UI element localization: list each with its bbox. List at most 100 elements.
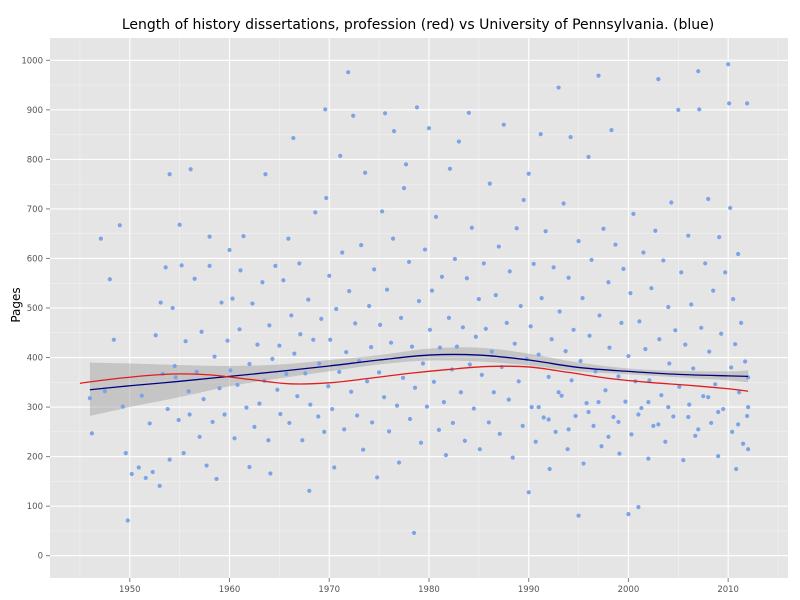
- data-point: [238, 268, 243, 273]
- data-point: [467, 362, 472, 367]
- data-point: [593, 369, 598, 374]
- data-point: [667, 361, 672, 366]
- data-point: [322, 429, 327, 434]
- data-point: [214, 476, 219, 482]
- data-point: [300, 438, 305, 443]
- data-point: [745, 413, 750, 419]
- data-point: [746, 447, 751, 452]
- data-point: [277, 343, 282, 348]
- data-point: [687, 402, 692, 407]
- data-point: [479, 372, 484, 377]
- data-point: [454, 344, 459, 349]
- data-point: [244, 405, 249, 410]
- data-point: [613, 242, 618, 247]
- major-grid: [50, 38, 788, 578]
- data-point: [287, 420, 292, 426]
- confidence-band: [89, 347, 749, 416]
- data-point: [569, 378, 574, 383]
- data-point: [689, 302, 694, 307]
- data-point: [533, 439, 538, 444]
- x-tick-label: 1990: [518, 585, 540, 595]
- data-point: [204, 463, 209, 468]
- data-point: [267, 323, 272, 328]
- data-point: [580, 295, 585, 301]
- data-point: [499, 364, 504, 370]
- data-point: [194, 369, 199, 375]
- data-point: [369, 345, 374, 350]
- data-point: [217, 386, 222, 391]
- data-point: [477, 447, 482, 452]
- data-point: [736, 422, 741, 427]
- data-point: [576, 239, 581, 244]
- smooth-line: [89, 353, 749, 391]
- data-point: [98, 236, 103, 241]
- data-point: [483, 326, 488, 331]
- data-point: [344, 349, 349, 355]
- data-point: [450, 420, 456, 426]
- data-point: [157, 483, 162, 488]
- data-point: [363, 170, 368, 175]
- data-point: [639, 405, 644, 411]
- data-point: [529, 404, 534, 410]
- data-point: [741, 441, 746, 446]
- data-point: [270, 356, 275, 362]
- y-tick-label: 700: [27, 205, 43, 215]
- data-point: [176, 417, 181, 423]
- data-point: [516, 379, 521, 384]
- data-point: [491, 390, 496, 395]
- data-point: [584, 401, 589, 406]
- data-point: [452, 256, 458, 262]
- data-point: [247, 464, 252, 470]
- data-point: [111, 337, 116, 342]
- data-point: [587, 333, 592, 338]
- data-point: [346, 70, 351, 75]
- data-point: [489, 349, 494, 354]
- data-point: [636, 505, 641, 510]
- data-point: [441, 400, 447, 405]
- data-point: [407, 416, 413, 422]
- data-point: [717, 235, 722, 240]
- data-point: [361, 447, 366, 452]
- data-point: [351, 113, 356, 118]
- data-point: [561, 201, 566, 206]
- data-point: [390, 236, 396, 241]
- data-point: [125, 518, 130, 523]
- data-point: [303, 371, 308, 376]
- data-point: [278, 411, 283, 417]
- data-point: [696, 427, 701, 432]
- data-point: [334, 306, 339, 312]
- data-point: [528, 324, 533, 329]
- data-point: [538, 132, 543, 137]
- data-point: [693, 433, 698, 438]
- data-point: [328, 337, 333, 342]
- data-point: [420, 361, 426, 366]
- data-point: [520, 423, 525, 429]
- data-point: [596, 73, 601, 78]
- x-tick-label: 2000: [618, 585, 640, 595]
- data-point: [401, 186, 407, 191]
- data-point: [147, 421, 152, 426]
- data-point: [666, 304, 671, 310]
- data-point: [611, 414, 616, 420]
- data-point: [518, 303, 523, 309]
- data-point: [557, 309, 562, 314]
- data-point: [466, 110, 471, 115]
- data-point: [422, 247, 428, 252]
- data-point: [460, 325, 465, 330]
- data-point: [268, 471, 273, 476]
- data-point: [275, 387, 280, 392]
- data-point: [623, 399, 628, 404]
- data-point: [487, 181, 492, 186]
- data-point: [653, 228, 658, 233]
- data-point: [713, 382, 718, 387]
- data-point: [252, 424, 257, 429]
- data-point: [143, 475, 148, 481]
- data-point: [260, 280, 265, 285]
- data-point: [566, 427, 571, 432]
- data-point: [107, 277, 112, 282]
- data-point: [696, 69, 701, 74]
- data-point: [230, 296, 235, 301]
- data-point: [683, 342, 688, 347]
- data-point: [730, 429, 735, 434]
